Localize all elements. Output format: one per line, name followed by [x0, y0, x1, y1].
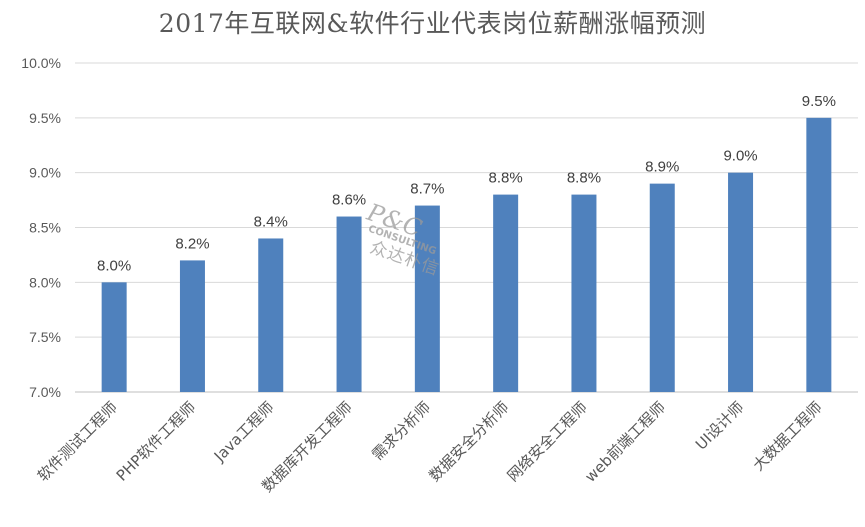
bars	[101, 117, 832, 392]
y-tick-label: 9.0%	[29, 165, 61, 181]
x-tick-label: Java工程师	[210, 398, 278, 466]
data-label: 8.8%	[489, 170, 523, 187]
bar	[414, 205, 440, 392]
data-label: 8.4%	[254, 213, 288, 230]
x-tick-label: PHP软件工程师	[113, 398, 200, 485]
data-label: 8.2%	[175, 235, 209, 252]
y-tick-label: 8.0%	[29, 274, 61, 290]
data-label: 9.5%	[802, 93, 836, 110]
data-label: 9.0%	[723, 148, 757, 165]
bar	[258, 238, 284, 392]
x-tick-label: 网络安全工程师	[504, 398, 591, 485]
y-tick-label: 9.5%	[29, 110, 61, 126]
bar	[806, 117, 832, 392]
x-tick-label: web前端工程师	[581, 398, 669, 486]
bar	[179, 260, 205, 392]
x-tick-label: 数据安全分析师	[425, 398, 512, 485]
bar	[571, 194, 597, 392]
y-tick-label: 7.0%	[29, 384, 61, 400]
x-tick-label: 需求分析师	[368, 398, 434, 464]
bar	[493, 194, 519, 392]
bar	[728, 172, 754, 392]
x-tick-label: UI设计师	[692, 398, 747, 453]
data-label: 8.7%	[410, 181, 444, 198]
bar	[649, 183, 675, 392]
x-tick-label: 软件测试工程师	[34, 398, 121, 485]
data-label: 8.6%	[332, 192, 366, 209]
data-label: 8.0%	[97, 257, 131, 274]
x-tick-label: 大数据工程师	[749, 398, 825, 474]
data-label: 8.9%	[645, 159, 679, 176]
y-axis: 7.0% 7.5% 8.0% 8.5% 9.0% 9.5% 10.0%	[21, 55, 61, 400]
gridlines	[75, 62, 858, 393]
chart-title: 2017年互联网&软件行业代表岗位薪酬涨幅预测	[158, 9, 707, 38]
y-tick-label: 10.0%	[21, 55, 61, 71]
data-labels: 8.0% 8.2% 8.4% 8.6% 8.7% 8.8% 8.8% 8.9% 9.0% 9.5%	[97, 93, 836, 275]
y-tick-label: 8.5%	[29, 220, 61, 236]
data-label: 8.8%	[567, 170, 601, 187]
bar	[101, 282, 127, 392]
y-tick-label: 7.5%	[29, 329, 61, 345]
bar	[336, 216, 362, 392]
